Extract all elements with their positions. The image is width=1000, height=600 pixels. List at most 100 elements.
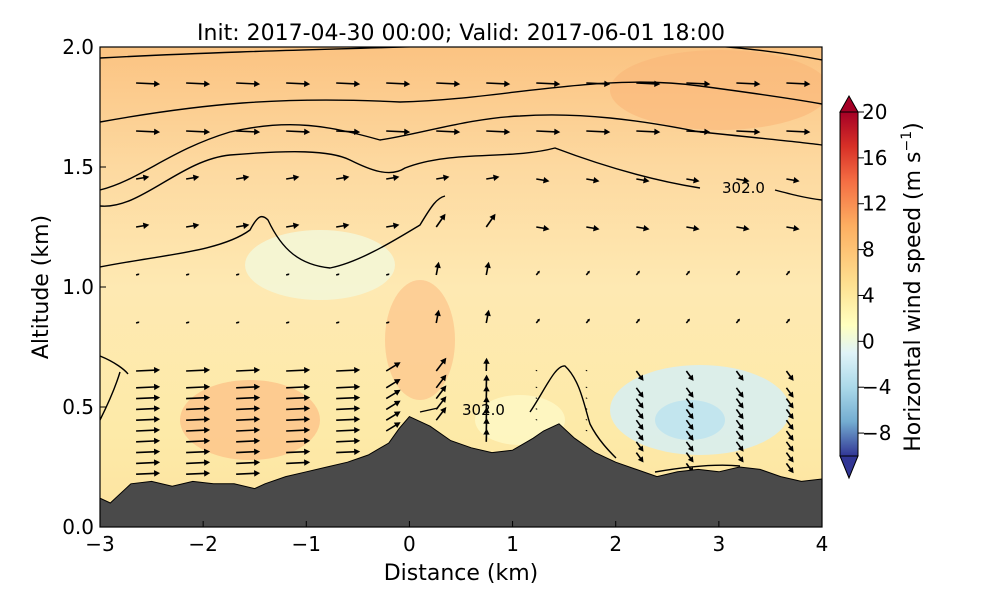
wind-vector-head [254, 416, 261, 423]
wind-vector-head [587, 318, 590, 322]
x-tick-label: 0 [403, 532, 416, 556]
wind-vector-head [737, 391, 744, 398]
wind-vector [686, 130, 707, 133]
wind-vector-head [586, 408, 587, 409]
wind-vector-head [637, 374, 644, 381]
wind-vector [736, 130, 757, 133]
colorbar-gradient [839, 111, 859, 457]
wind-vector-head [637, 318, 640, 322]
colorbar-label: Horizontal wind speed (m s−1) [899, 122, 926, 452]
theta-contour-line [100, 81, 822, 123]
wind-vector-head [237, 273, 240, 276]
wind-vector-head [187, 273, 190, 276]
colorbar-extend-top [839, 94, 859, 113]
wind-vector [636, 82, 657, 85]
wind-vector-head [153, 366, 161, 374]
wind-vector-head [203, 416, 211, 423]
wind-region-orange-3 [610, 50, 822, 130]
wind-vector-head [393, 379, 401, 385]
wind-vector [336, 386, 357, 389]
wind-vector-head [393, 362, 401, 369]
wind-vector-head [203, 366, 211, 374]
wind-vector [186, 429, 207, 432]
wind-vector [336, 429, 357, 432]
wind-vector-head [687, 434, 694, 441]
wind-vector-head [304, 437, 311, 445]
colorbar-tick-label: −4 [862, 375, 891, 399]
wind-vector-head [793, 177, 800, 184]
wind-vector [236, 407, 257, 411]
wind-vector [336, 407, 357, 411]
y-axis-label: Altitude (km) [29, 215, 54, 359]
wind-vector [186, 407, 207, 411]
wind-vector [136, 82, 157, 85]
wind-vector-head [254, 405, 261, 412]
wind-vector-head [787, 423, 794, 431]
wind-vector-head [737, 434, 744, 441]
wind-vector-head [304, 383, 311, 391]
wind-vector-head [187, 321, 190, 324]
wind-vector [336, 369, 357, 372]
wind-vector-head [536, 408, 537, 409]
wind-vector-head [287, 321, 290, 324]
wind-vector-head [737, 270, 740, 274]
wind-vector-head [454, 80, 461, 88]
wind-vector [336, 82, 357, 85]
wind-vector-head [254, 80, 261, 88]
wind-vector [536, 82, 557, 85]
y-axis: 0.0 0.5 1.0 1.5 2.0 [62, 35, 106, 539]
wind-vector-head [354, 416, 361, 423]
x-tick-label: −3 [85, 532, 114, 556]
wind-vector-head [787, 445, 794, 452]
wind-vector-head [254, 448, 261, 455]
wind-vector-head [254, 383, 261, 391]
wind-vector-head [434, 309, 441, 317]
wind-vector-head [254, 128, 261, 136]
theta-contour-line [774, 189, 822, 201]
wind-vector-head [637, 445, 644, 452]
wind-vector-head [483, 417, 490, 424]
colorbar-tick-label: −8 [862, 421, 891, 445]
colorbar: 20 16 12 8 4 0 −4 −8 Horizontal wind speed (m s… [839, 94, 926, 480]
wind-vector-head [254, 459, 261, 466]
wind-vector-head [704, 80, 711, 88]
theta-contour-line [100, 47, 822, 61]
colorbar-ticks: 20 16 12 8 4 0 −4 −8 [858, 100, 891, 445]
theta-contour-line [654, 464, 741, 473]
wind-vector-head [543, 177, 550, 184]
wind-vector-head [593, 177, 600, 184]
wind-vector-layer [135, 80, 811, 477]
x-tick-label: 1 [506, 532, 519, 556]
wind-vector-head [537, 270, 540, 274]
wind-vector [186, 82, 207, 85]
wind-vector-head [153, 448, 161, 455]
wind-vector-head [554, 128, 561, 136]
colorbar-tick-label: 4 [862, 283, 875, 307]
wind-vector-head [483, 374, 490, 381]
wind-vector [186, 369, 207, 372]
wind-vector-head [254, 470, 261, 477]
wind-vector [286, 461, 307, 465]
wind-vector-head [787, 270, 791, 274]
wind-vector-head [483, 428, 490, 435]
wind-vector-head [354, 394, 361, 401]
wind-vector-head [142, 174, 150, 181]
x-axis: −3 −2 −1 0 1 2 3 4 [85, 521, 828, 556]
theta-contour-line [100, 114, 822, 191]
wind-vector-head [483, 396, 490, 403]
wind-vector-head [254, 437, 261, 445]
wind-vector-head [292, 222, 300, 229]
wind-vector-head [804, 128, 811, 136]
wind-vector-head [404, 80, 411, 88]
wind-vector-head [637, 423, 644, 431]
wind-vector-head [489, 213, 496, 221]
wind-vector-head [737, 423, 744, 431]
plot-area [100, 47, 822, 527]
wind-vector-head [203, 80, 211, 88]
wind-vector-head [743, 177, 750, 184]
wind-vector [336, 450, 357, 454]
wind-vector-head [704, 128, 711, 136]
wind-vector [186, 386, 207, 389]
wind-vector-head [337, 273, 340, 276]
